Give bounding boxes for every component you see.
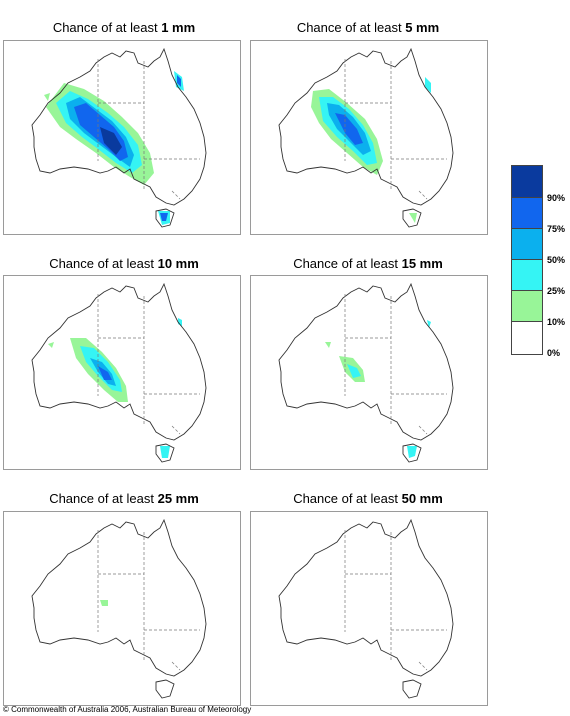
legend-label-50: 50% <box>547 255 566 265</box>
legend-band-50-75 <box>512 228 542 259</box>
copyright-notice: © Commonwealth of Australia 2006, Austra… <box>3 705 252 714</box>
map-10mm <box>3 275 241 470</box>
map-50mm <box>250 511 488 706</box>
australia-map-1mm <box>31 48 207 228</box>
panel-title-5mm: Chance of at least 5 mm <box>296 20 440 35</box>
australia-map-25mm <box>31 519 207 699</box>
australia-map-15mm <box>278 283 454 463</box>
legend-label-25: 25% <box>547 286 566 296</box>
panel-title-15mm: Chance of at least 15 mm <box>293 256 443 271</box>
legend-label-10: 10% <box>547 317 566 327</box>
legend-label-90: 90% <box>547 193 566 203</box>
panel-title-10mm: Chance of at least 10 mm <box>49 256 199 271</box>
panel-title-1mm: Chance of at least 1 mm <box>52 20 196 35</box>
probability-legend <box>511 165 543 355</box>
australia-map-50mm <box>278 519 454 699</box>
australia-map-10mm <box>31 283 207 463</box>
legend-band-25-50 <box>512 259 542 290</box>
legend-label-0: 0% <box>547 348 561 358</box>
legend-band-0-10 <box>512 321 542 354</box>
map-1mm <box>3 40 241 235</box>
legend-band-10-25 <box>512 290 542 321</box>
map-15mm <box>250 275 488 470</box>
australia-map-5mm <box>278 48 454 228</box>
panel-title-25mm: Chance of at least 25 mm <box>49 491 199 506</box>
legend-label-75: 75% <box>547 224 566 234</box>
map-5mm <box>250 40 488 235</box>
map-25mm <box>3 511 241 706</box>
legend-band-75-90 <box>512 197 542 228</box>
panel-title-50mm: Chance of at least 50 mm <box>293 491 443 506</box>
legend-band-90-100 <box>512 166 542 197</box>
